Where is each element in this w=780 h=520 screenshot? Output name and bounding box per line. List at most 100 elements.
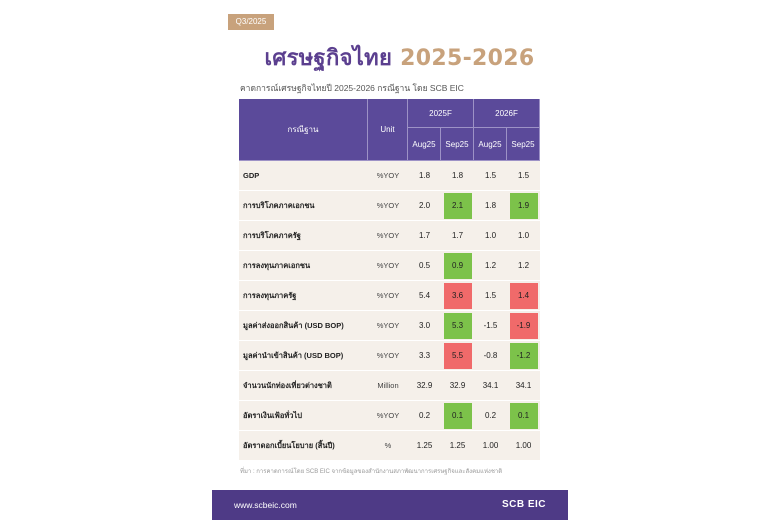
- value-highlight-up: 1.9: [509, 192, 538, 219]
- value-cell: -0.8: [474, 341, 507, 371]
- value-cell: 0.2: [474, 401, 507, 431]
- value: 1.8: [418, 170, 431, 180]
- value-cell: 0.5: [408, 251, 441, 281]
- value: 1.0: [484, 230, 497, 240]
- value: 1.2: [517, 260, 530, 270]
- table-body: GDP %YOY 1.8 1.8 1.5 1.5 การบริโภคภาคเอกชน %YOY…: [239, 161, 540, 461]
- row-unit: %YOY: [368, 221, 408, 251]
- value-cell: 1.00: [474, 431, 507, 461]
- value: 34.1: [515, 380, 532, 390]
- value-cell: 1.0: [507, 221, 540, 251]
- row-label: GDP: [239, 161, 368, 191]
- row-unit: %YOY: [368, 311, 408, 341]
- header-sep25-a: Sep25: [441, 128, 474, 161]
- header-scenario: กรณีฐาน: [239, 99, 368, 161]
- value-cell: 1.9: [507, 191, 540, 221]
- title-main: เศรษฐกิจไทย: [264, 46, 393, 71]
- website-link[interactable]: www.scbeic.com: [234, 500, 297, 510]
- header-sep25-b: Sep25: [507, 128, 540, 161]
- value-cell: 1.7: [408, 221, 441, 251]
- value-cell: 1.8: [441, 161, 474, 191]
- value-cell: 0.9: [441, 251, 474, 281]
- table-row: การบริโภคภาครัฐ %YOY 1.7 1.7 1.0 1.0: [239, 221, 540, 251]
- value-cell: 1.00: [507, 431, 540, 461]
- row-unit: %YOY: [368, 281, 408, 311]
- value: 32.9: [416, 380, 433, 390]
- value: 1.25: [449, 440, 466, 450]
- row-unit: %YOY: [368, 341, 408, 371]
- value-cell: 1.7: [441, 221, 474, 251]
- row-unit: %YOY: [368, 161, 408, 191]
- value: 1.00: [482, 440, 499, 450]
- value: 0.2: [484, 410, 497, 420]
- forecast-table: กรณีฐาน Unit 2025F 2026F Aug25 Sep25 Aug…: [239, 99, 540, 461]
- value-highlight-up: -1.2: [509, 342, 538, 369]
- value-cell: 3.6: [441, 281, 474, 311]
- value-cell: 1.5: [474, 281, 507, 311]
- header-year-2025: 2025F: [408, 99, 474, 128]
- table-row: มูลค่าส่งออกสินค้า (USD BOP) %YOY 3.0 5.3 -1…: [239, 311, 540, 341]
- value: 34.1: [482, 380, 499, 390]
- table-row: อัตราเงินเฟ้อทั่วไป %YOY 0.2 0.1 0.2 0.1: [239, 401, 540, 431]
- table-row: จำนวนนักท่องเที่ยวต่างชาติ Million 32.9 32.…: [239, 371, 540, 401]
- value-cell: -1.9: [507, 311, 540, 341]
- value: 0.5: [418, 260, 431, 270]
- value: 32.9: [449, 380, 466, 390]
- value-cell: 1.5: [507, 161, 540, 191]
- value-cell: 2.0: [408, 191, 441, 221]
- value-cell: 1.0: [474, 221, 507, 251]
- subtitle: คาดการณ์เศรษฐกิจไทยปี 2025-2026 กรณีฐาน …: [240, 83, 464, 93]
- value: 1.2: [484, 260, 497, 270]
- value-cell: 0.1: [507, 401, 540, 431]
- title-years: 2025-2026: [400, 46, 535, 71]
- page-title: เศรษฐกิจไทย 2025-2026: [228, 40, 571, 75]
- row-label: การบริโภคภาคเอกชน: [239, 191, 368, 221]
- value-cell: 5.5: [441, 341, 474, 371]
- table-row: การบริโภคภาคเอกชน %YOY 2.0 2.1 1.8 1.9: [239, 191, 540, 221]
- value-cell: 1.4: [507, 281, 540, 311]
- value-cell: 5.4: [408, 281, 441, 311]
- row-label: อัตราเงินเฟ้อทั่วไป: [239, 401, 368, 431]
- value: 1.00: [515, 440, 532, 450]
- value-cell: 32.9: [408, 371, 441, 401]
- row-unit: Million: [368, 371, 408, 401]
- value-cell: 2.1: [441, 191, 474, 221]
- value-highlight-down: 3.6: [443, 282, 472, 309]
- value: -0.8: [483, 350, 498, 360]
- row-label: มูลค่าส่งออกสินค้า (USD BOP): [239, 311, 368, 341]
- value-cell: -1.5: [474, 311, 507, 341]
- value-highlight-up: 5.3: [443, 312, 472, 339]
- header-year-2026: 2026F: [474, 99, 540, 128]
- row-unit: %: [368, 431, 408, 461]
- value-cell: 1.2: [507, 251, 540, 281]
- row-label: มูลค่านำเข้าสินค้า (USD BOP): [239, 341, 368, 371]
- footer-bar: www.scbeic.com SCB EIC: [212, 490, 568, 520]
- value: -1.5: [483, 320, 498, 330]
- value-highlight-down: 5.5: [443, 342, 472, 369]
- value-cell: 34.1: [507, 371, 540, 401]
- value: 1.5: [484, 170, 497, 180]
- value-highlight-up: 2.1: [443, 192, 472, 219]
- table-row: การลงทุนภาคเอกชน %YOY 0.5 0.9 1.2 1.2: [239, 251, 540, 281]
- value-cell: 3.3: [408, 341, 441, 371]
- table-row: มูลค่านำเข้าสินค้า (USD BOP) %YOY 3.3 5.5 -0…: [239, 341, 540, 371]
- value: 0.2: [418, 410, 431, 420]
- value: 1.7: [451, 230, 464, 240]
- value: 1.7: [418, 230, 431, 240]
- row-label: จำนวนนักท่องเที่ยวต่างชาติ: [239, 371, 368, 401]
- value-cell: 5.3: [441, 311, 474, 341]
- value: 1.5: [484, 290, 497, 300]
- value: 5.4: [418, 290, 431, 300]
- value-cell: 34.1: [474, 371, 507, 401]
- value: 1.0: [517, 230, 530, 240]
- header-aug25-a: Aug25: [408, 128, 441, 161]
- value-cell: 1.8: [408, 161, 441, 191]
- scb-eic-logo: SCB EIC: [501, 499, 546, 510]
- value-cell: -1.2: [507, 341, 540, 371]
- value: 1.8: [484, 200, 497, 210]
- value-highlight-up: 0.1: [443, 402, 472, 429]
- value-cell: 1.25: [441, 431, 474, 461]
- table-row: อัตราดอกเบี้ยนโยบาย (สิ้นปี)% 1.25 1.25 1.0…: [239, 431, 540, 461]
- header-aug25-b: Aug25: [474, 128, 507, 161]
- value-highlight-down: -1.9: [509, 312, 538, 339]
